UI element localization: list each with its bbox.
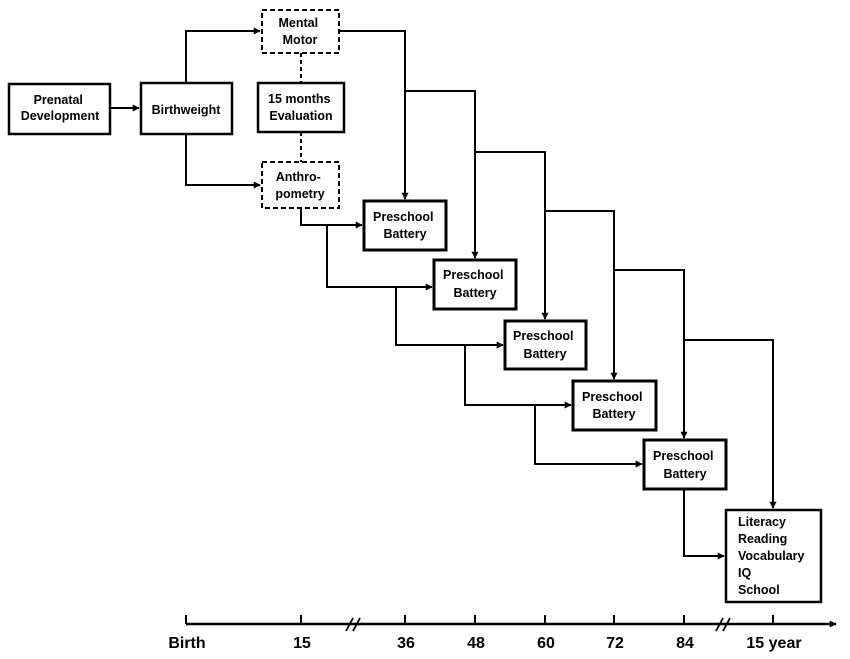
axis-label-15-year: 15 year [746,635,801,652]
mental-motor-label: Mental Motor [278,16,321,47]
preschool-battery-label-72: Preschool Battery [582,390,646,421]
arrow-birthweight-to-mental-motor [185,27,261,83]
preschool-battery-box-48: Preschool Battery [432,258,518,311]
arrow-chain-to-preschool-84 [534,405,643,468]
arrow-to-preschool-84 [614,269,688,439]
preschool-battery-box-36: Preschool Battery [362,199,448,252]
prenatal-development-label: Prenatal Development [21,93,100,123]
prenatal-development-box: Prenatal Development [7,82,112,136]
arrow-birthweight-to-anthropometry [185,134,261,189]
outcomes-box: Literacy Reading Vocabulary IQ School [724,508,823,604]
arrow-mental-motor-to-preschool-36 [339,30,409,200]
connectors [110,27,777,560]
preschool-battery-label-36: Preschool Battery [373,210,437,241]
preschool-battery-label-60: Preschool Battery [513,329,577,361]
fifteen-months-evaluation-box: 15 months Evaluation [256,81,346,134]
preschool-battery-box-84: Preschool Battery [642,438,728,491]
time-axis: Birth 15 36 48 60 72 84 15 year [168,615,837,652]
anthropometry-label: Anthro- pometry [275,170,324,201]
arrow-to-preschool-60 [475,151,549,320]
axis-label-36: 36 [397,635,415,652]
axis-label-15: 15 [293,635,311,652]
arrow-to-outcomes-top [684,339,777,509]
anthropometry-box: Anthro- pometry [261,161,340,209]
axis-label-birth: Birth [168,635,205,652]
axis-break-1 [345,617,361,632]
axis-label-84: 84 [676,635,694,652]
outcomes-label: Literacy Reading Vocabulary IQ School [738,515,808,597]
birthweight-label: Birthweight [152,103,222,117]
preschool-battery-label-84: Preschool Battery [653,449,717,481]
arrow-preschool-84-to-outcomes [683,489,725,560]
time-axis-ticks [185,615,774,624]
arrow-chain-to-preschool-60 [395,287,504,349]
preschool-battery-box-60: Preschool Battery [503,319,588,371]
birthweight-box: Birthweight [139,81,234,136]
fifteen-months-evaluation-label: 15 months Evaluation [268,92,334,123]
axis-label-72: 72 [606,635,624,652]
axis-break-2 [715,617,731,632]
axis-label-60: 60 [537,635,555,652]
arrow-to-preschool-72 [545,210,618,380]
preschool-battery-box-72: Preschool Battery [571,379,658,432]
mental-motor-box: Mental Motor [261,9,340,54]
preschool-battery-label-48: Preschool Battery [443,268,507,300]
arrow-anthropometry-to-preschool-36 [300,208,363,229]
arrow-to-preschool-48 [405,90,479,259]
axis-label-48: 48 [467,635,485,652]
